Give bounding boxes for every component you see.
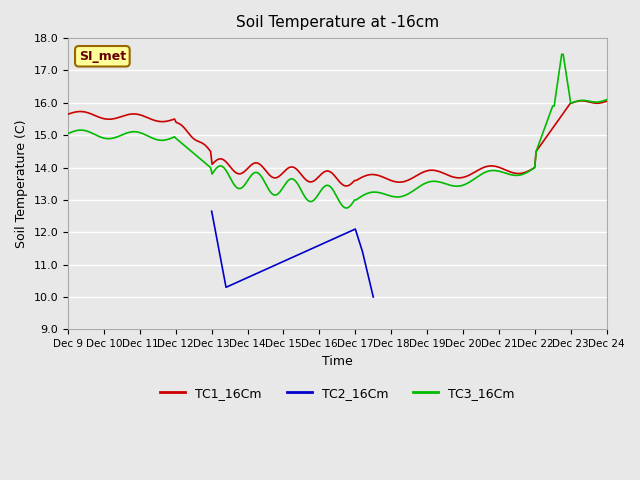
Title: Soil Temperature at -16cm: Soil Temperature at -16cm — [236, 15, 439, 30]
Legend: TC1_16Cm, TC2_16Cm, TC3_16Cm: TC1_16Cm, TC2_16Cm, TC3_16Cm — [155, 382, 520, 405]
Y-axis label: Soil Temperature (C): Soil Temperature (C) — [15, 120, 28, 248]
X-axis label: Time: Time — [322, 355, 353, 368]
Text: SI_met: SI_met — [79, 50, 126, 63]
